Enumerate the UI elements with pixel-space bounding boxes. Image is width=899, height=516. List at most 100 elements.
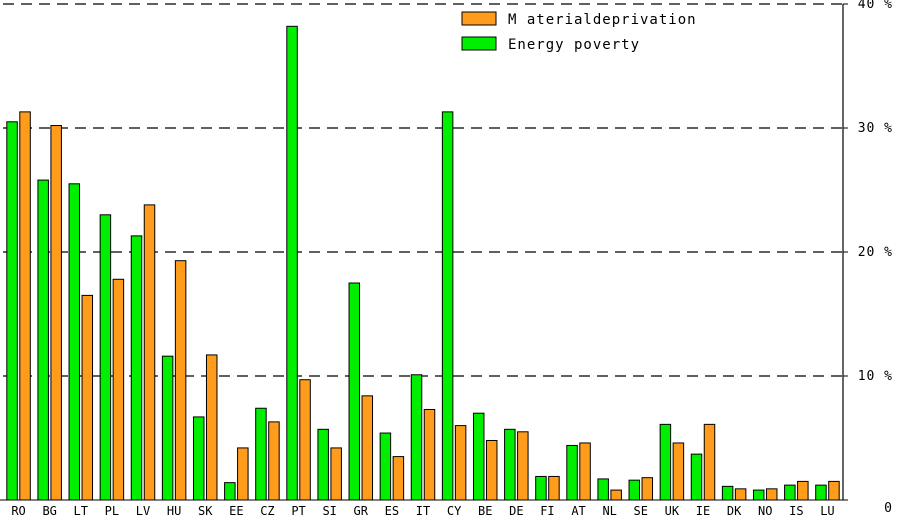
bars	[6, 25, 840, 501]
bar-energy-PL	[99, 214, 112, 501]
x-label-BE: BE	[478, 504, 492, 516]
bar-energy-PT	[286, 25, 298, 501]
legend-label-material: M aterialdeprivation	[508, 12, 697, 28]
bar-group-DK	[721, 485, 747, 501]
x-label-SK: SK	[198, 504, 213, 516]
bar-material-IS	[797, 480, 809, 501]
bar-energy-LT	[68, 183, 81, 501]
legend-label-energy: Energy poverty	[508, 37, 640, 53]
bar-material-CY	[454, 425, 467, 501]
bar-group-HU	[161, 260, 187, 501]
bar-material-LU	[828, 480, 840, 501]
legend-swatch-material	[461, 11, 497, 26]
x-label-EE: EE	[229, 504, 243, 516]
legend: M aterialdeprivation Energy poverty	[461, 11, 697, 53]
x-label-PL: PL	[105, 504, 119, 516]
bar-energy-CZ	[255, 407, 267, 501]
bar-material-GR	[361, 395, 374, 501]
x-label-FI: FI	[540, 504, 554, 516]
bar-material-DE	[517, 431, 529, 501]
bar-group-IE	[690, 423, 716, 501]
y-tick-label-0: 0	[884, 501, 893, 516]
bar-group-RO	[6, 111, 31, 501]
x-category-labels: RO BG LT PL LV HU SK EE CZ PT SI GR ES IT CY BE DE FI AT NL…	[11, 504, 834, 516]
bar-energy-GR	[348, 282, 361, 501]
bar-energy-CY	[441, 111, 454, 501]
bar-material-BG	[50, 125, 62, 501]
x-label-NL: NL	[602, 504, 616, 516]
bar-energy-AT	[566, 444, 578, 501]
bar-energy-EE	[224, 482, 236, 501]
bar-energy-NO	[752, 489, 765, 501]
bar-energy-ES	[379, 432, 392, 501]
bar-group-PL	[99, 214, 125, 501]
bar-energy-SI	[317, 428, 329, 501]
bar-energy-SE	[628, 479, 641, 501]
grid-lines	[3, 3, 843, 377]
bar-material-LV	[143, 204, 156, 501]
y-tick-label-2: 20 %	[858, 245, 893, 260]
bar-group-IT	[410, 374, 436, 501]
bar-energy-IT	[410, 374, 423, 501]
bar-material-FI	[548, 475, 560, 501]
bar-material-NO	[765, 488, 778, 501]
x-label-CZ: CZ	[260, 504, 274, 516]
bar-energy-HU	[161, 355, 174, 501]
bar-group-PT	[286, 25, 311, 501]
y-tick-label-1: 10 %	[858, 369, 893, 384]
bar-group-ES	[379, 432, 405, 501]
x-label-DK: DK	[727, 504, 742, 516]
x-label-IE: IE	[696, 504, 710, 516]
bar-group-NL	[597, 478, 622, 501]
bar-material-EE	[237, 447, 249, 501]
x-label-SE: SE	[634, 504, 648, 516]
bar-energy-BG	[37, 179, 49, 501]
bar-material-BE	[485, 439, 498, 501]
bar-energy-SK	[192, 416, 205, 501]
bar-material-PT	[299, 379, 311, 501]
x-label-DE: DE	[509, 504, 523, 516]
bar-material-IT	[423, 408, 436, 501]
bar-group-EE	[224, 447, 249, 501]
bar-group-CZ	[255, 407, 280, 501]
x-label-PT: PT	[291, 504, 305, 516]
bar-energy-IS	[784, 484, 796, 501]
bar-group-SI	[317, 428, 342, 501]
bar-group-NO	[752, 488, 778, 501]
bar-material-NL	[610, 489, 622, 501]
x-label-SI: SI	[322, 504, 336, 516]
x-label-RO: RO	[11, 504, 25, 516]
bar-group-UK	[659, 423, 685, 501]
bar-energy-RO	[6, 121, 18, 501]
bar-group-IS	[784, 480, 809, 501]
bar-group-SE	[628, 477, 654, 501]
bar-material-RO	[19, 111, 31, 501]
x-label-LU: LU	[820, 504, 834, 516]
bar-material-SI	[330, 447, 342, 501]
x-label-AT: AT	[571, 504, 585, 516]
y-tick-labels: 0 10 % 20 % 30 % 40 %	[858, 0, 893, 516]
bar-group-FI	[535, 475, 560, 501]
y-tick-label-4: 40 %	[858, 0, 893, 12]
bar-energy-LV	[130, 235, 143, 501]
x-label-CY: CY	[447, 504, 462, 516]
axes	[0, 3, 848, 501]
x-label-LV: LV	[136, 504, 150, 516]
x-label-IS: IS	[789, 504, 803, 516]
bar-group-LT	[68, 183, 94, 501]
bar-material-SE	[641, 477, 654, 501]
x-label-UK: UK	[665, 504, 680, 516]
bar-energy-FI	[535, 475, 547, 501]
bar-material-PL	[112, 278, 125, 501]
bar-group-LV	[130, 204, 156, 501]
bar-group-AT	[566, 442, 591, 501]
bar-energy-IE	[690, 453, 703, 501]
x-label-GR: GR	[354, 504, 369, 516]
bar-energy-DK	[721, 485, 734, 501]
x-label-LT: LT	[74, 504, 88, 516]
bar-material-IE	[703, 423, 716, 501]
bar-material-LT	[81, 294, 94, 501]
y-tick-label-3: 30 %	[858, 121, 893, 136]
